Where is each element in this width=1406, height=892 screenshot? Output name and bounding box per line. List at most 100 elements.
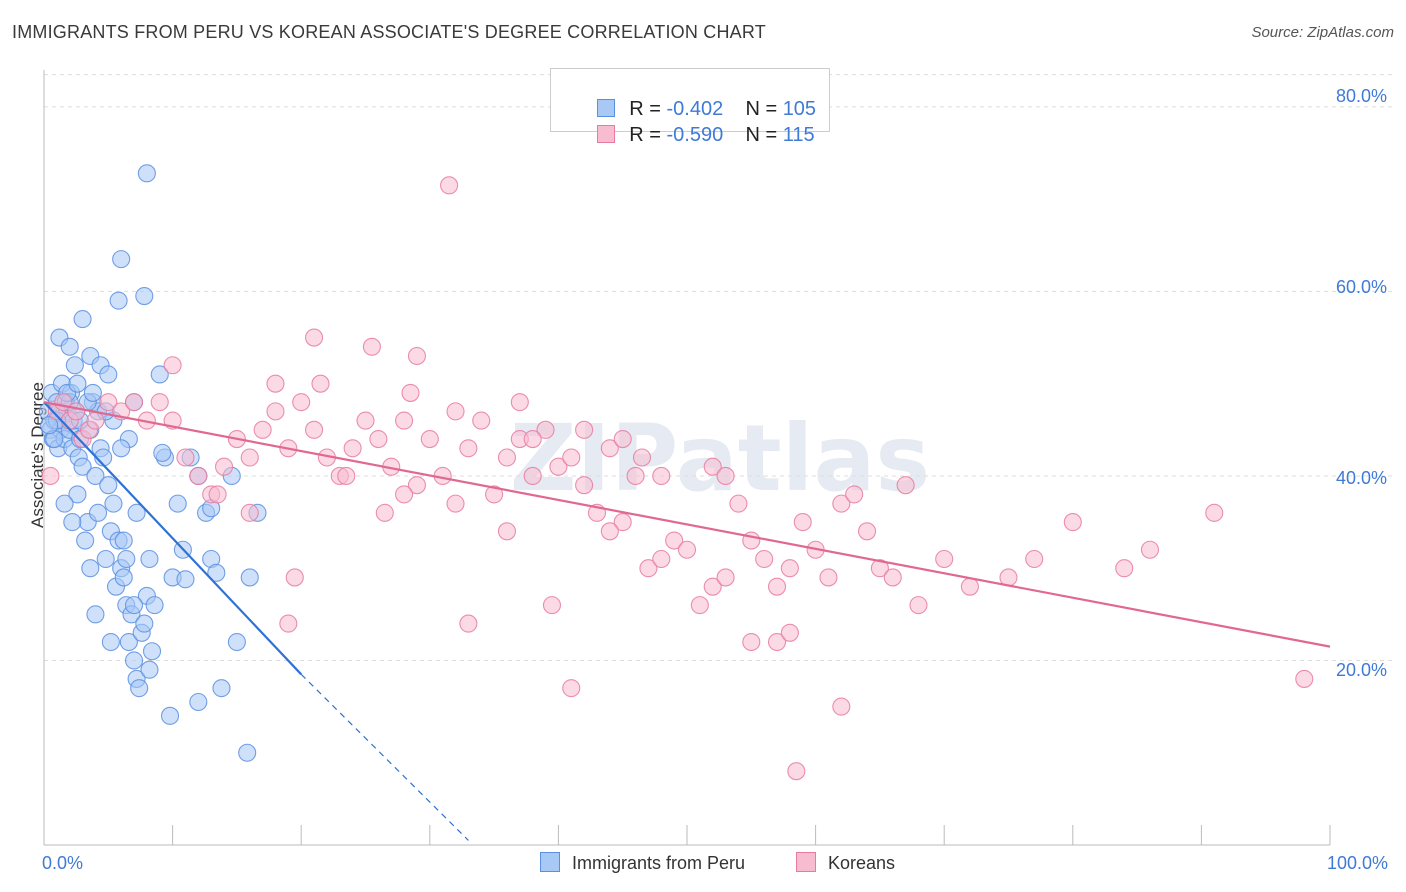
- korean-point: [395, 485, 414, 504]
- korean-point: [1115, 559, 1134, 578]
- korean-point: [909, 596, 928, 615]
- korean-point: [497, 522, 517, 541]
- peru-point: [101, 632, 120, 652]
- korean-point: [613, 429, 632, 449]
- korean-point: [780, 623, 799, 642]
- peru-point: [99, 476, 118, 495]
- korean-point: [253, 420, 272, 439]
- korean-point: [626, 466, 645, 486]
- peru-point: [40, 416, 59, 435]
- korean-point: [1205, 503, 1224, 522]
- chart-title: IMMIGRANTS FROM PERU VS KOREAN ASSOCIATE…: [12, 22, 766, 42]
- peru-point: [73, 457, 92, 476]
- peru-point: [99, 365, 118, 384]
- korean-point: [549, 457, 568, 476]
- korean-point: [652, 466, 671, 486]
- korean-point: [420, 429, 439, 449]
- legend-n-label: N =: [745, 124, 783, 146]
- peru-point: [73, 310, 92, 329]
- korean-point: [542, 596, 562, 615]
- peru-point: [127, 503, 146, 522]
- peru-point: [55, 494, 74, 513]
- peru-point: [68, 485, 87, 504]
- peru-point: [135, 286, 154, 306]
- korean-point: [767, 632, 787, 652]
- legend-n-value-koreans: 115: [782, 124, 815, 146]
- korean-point: [787, 762, 806, 781]
- korean-point: [896, 476, 915, 495]
- korean-point: [677, 540, 697, 559]
- korean-point: [472, 411, 491, 430]
- series-label-peru: Immigrants from Peru: [572, 853, 746, 873]
- peru-point: [76, 531, 95, 550]
- korean-point: [362, 337, 381, 356]
- korean-point: [755, 549, 774, 569]
- korean-point: [176, 448, 195, 467]
- korean-point: [356, 411, 375, 430]
- korean-point: [279, 614, 298, 633]
- korean-point: [497, 448, 517, 467]
- peru-point: [114, 568, 133, 587]
- peru-point: [86, 466, 105, 486]
- y-tick-label-60: 60.0%: [1336, 277, 1388, 297]
- peru-point: [153, 443, 172, 462]
- peru-point: [240, 568, 259, 587]
- korean-point: [632, 448, 652, 467]
- korean-point: [819, 568, 838, 587]
- peru-point: [160, 706, 180, 725]
- legend-n-label: N =: [745, 98, 783, 120]
- y-tick-label-80: 80.0%: [1336, 86, 1388, 106]
- korean-point: [266, 374, 285, 393]
- korean-point: [337, 466, 356, 486]
- korean-point: [613, 513, 632, 532]
- chart-source: Source: ZipAtlas.com: [1251, 24, 1394, 41]
- korean-point: [163, 356, 182, 375]
- legend-row-koreans: R = -0.590 N = 115: [575, 101, 815, 146]
- peru-point: [83, 383, 102, 402]
- legend-swatch-peru: [597, 99, 616, 117]
- korean-point: [459, 439, 478, 458]
- korean-point: [305, 328, 324, 347]
- series-swatch-peru: [540, 852, 560, 872]
- korean-point: [369, 429, 388, 449]
- korean-point: [395, 411, 414, 430]
- peru-trend-extension: [300, 673, 469, 841]
- korean-point: [240, 448, 259, 467]
- peru-point: [124, 596, 144, 615]
- x-tick-label-max: 100.0%: [1327, 853, 1389, 873]
- korean-point: [208, 485, 227, 504]
- peru-point: [60, 337, 79, 356]
- korean-point: [832, 494, 851, 513]
- peru-point: [124, 651, 144, 670]
- peru-point: [81, 559, 100, 578]
- korean-point: [292, 393, 311, 412]
- korean-point: [150, 393, 169, 412]
- series-legend-peru: Immigrants from Peru: [540, 852, 745, 874]
- peru-trend-line: [43, 401, 302, 676]
- korean-point: [343, 439, 362, 458]
- peru-point: [207, 563, 226, 582]
- korean-point: [446, 494, 465, 513]
- peru-point: [150, 365, 169, 384]
- legend-swatch-koreans: [597, 125, 616, 143]
- korean-point: [575, 476, 594, 495]
- korean-point: [767, 577, 787, 596]
- korean-point: [703, 457, 722, 476]
- korean-point: [407, 346, 426, 366]
- peru-point: [104, 494, 123, 513]
- series-label-koreans: Koreans: [828, 853, 896, 873]
- korean-point: [407, 476, 426, 495]
- korean-point: [124, 393, 144, 412]
- korean-point: [266, 402, 285, 421]
- peru-point: [140, 660, 159, 679]
- korean-point: [285, 568, 304, 587]
- korean-point: [440, 176, 459, 195]
- x-tick-label-min: 0.0%: [42, 853, 84, 873]
- korean-point: [510, 393, 529, 412]
- korean-point: [870, 559, 889, 578]
- peru-point: [63, 513, 82, 532]
- legend-r-value-peru: -0.402: [666, 98, 724, 120]
- peru-point: [68, 374, 87, 393]
- korean-point: [665, 531, 684, 550]
